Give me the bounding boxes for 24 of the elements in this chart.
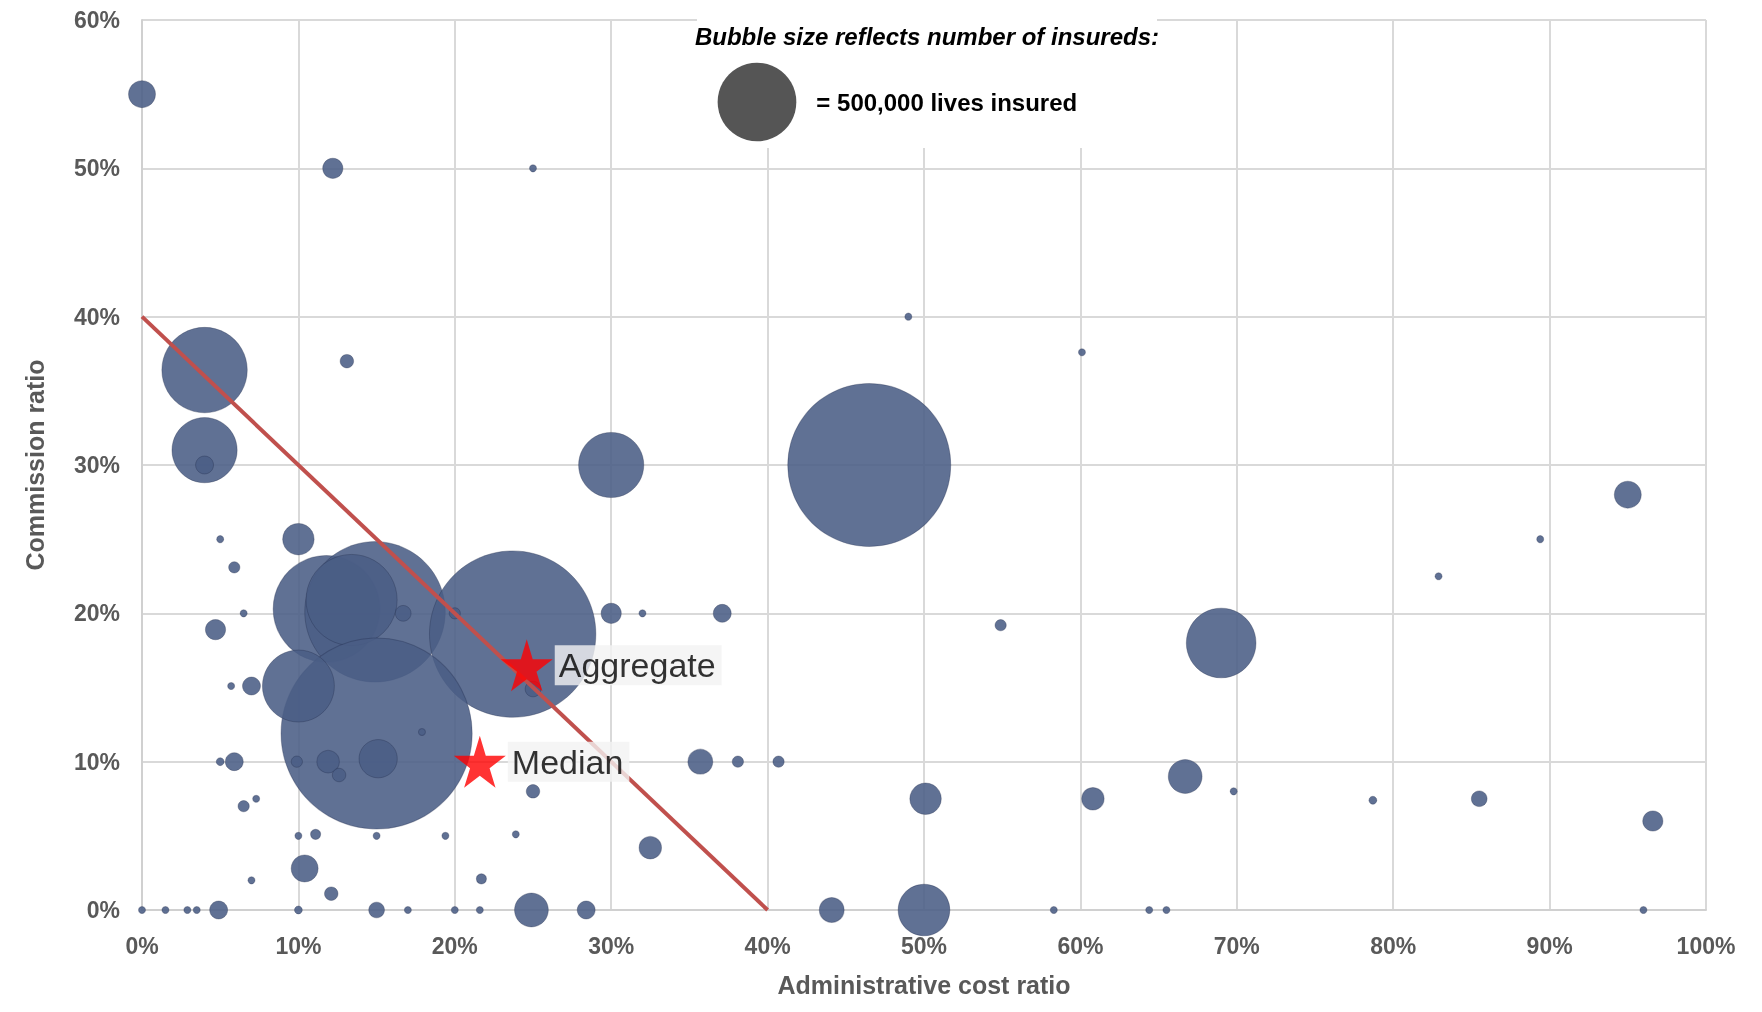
y-tick-label: 50% (73, 155, 120, 182)
x-tick-label: 80% (1370, 932, 1417, 959)
series-label: Aggregate (558, 646, 716, 685)
x-tick-label: 50% (900, 932, 948, 959)
y-tick-label: 20% (73, 600, 120, 627)
x-tick-label: 100% (1676, 932, 1736, 959)
y-tick-label: 40% (73, 303, 120, 330)
y-tick-label: 30% (73, 452, 120, 478)
legend-label: = 500,000 lives insured (816, 88, 1078, 116)
x-tick-label: 30% (588, 932, 635, 959)
y-axis-title: Commission ratio (20, 359, 49, 571)
x-axis-title: Administrative cost ratio (777, 970, 1071, 999)
x-tick-label: 70% (1213, 932, 1260, 959)
legend-title: Bubble size reflects number of insureds: (694, 22, 1160, 50)
series-label: Median (511, 742, 624, 781)
y-tick-label: 10% (73, 748, 120, 775)
y-tick-label: 0% (86, 897, 120, 923)
y-tick-label: 60% (73, 7, 120, 33)
x-tick-label: 20% (431, 932, 478, 959)
x-tick-label: 40% (744, 932, 791, 959)
x-tick-label: 10% (275, 932, 322, 959)
x-tick-label: 0% (125, 932, 159, 959)
x-tick-label: 60% (1057, 932, 1104, 959)
x-tick-label: 90% (1526, 932, 1573, 959)
